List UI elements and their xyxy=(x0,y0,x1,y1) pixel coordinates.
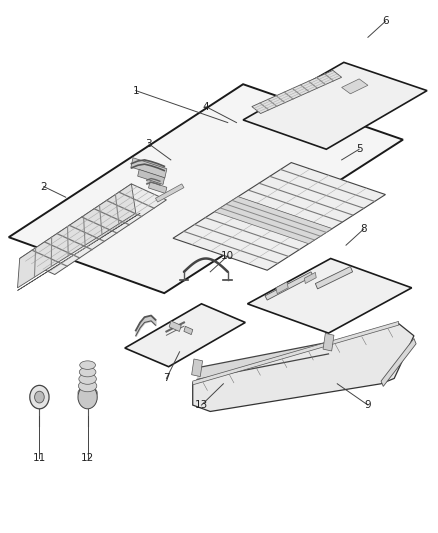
Polygon shape xyxy=(155,184,184,202)
Text: 8: 8 xyxy=(360,224,367,234)
Polygon shape xyxy=(193,321,399,385)
Text: 7: 7 xyxy=(163,374,170,383)
Polygon shape xyxy=(125,304,245,367)
Text: 4: 4 xyxy=(202,102,209,111)
Polygon shape xyxy=(323,333,334,351)
Text: 10: 10 xyxy=(221,251,234,261)
Circle shape xyxy=(78,385,97,409)
Polygon shape xyxy=(169,321,181,332)
Text: 11: 11 xyxy=(33,454,46,463)
Polygon shape xyxy=(18,184,136,288)
Polygon shape xyxy=(247,259,412,333)
Text: 5: 5 xyxy=(356,144,363,154)
Ellipse shape xyxy=(79,374,96,384)
Text: 13: 13 xyxy=(195,400,208,410)
Polygon shape xyxy=(148,182,167,193)
Text: 12: 12 xyxy=(81,454,94,463)
Text: 9: 9 xyxy=(364,400,371,410)
Polygon shape xyxy=(265,272,313,300)
Polygon shape xyxy=(193,324,414,411)
Polygon shape xyxy=(342,79,368,94)
Polygon shape xyxy=(215,197,332,244)
Polygon shape xyxy=(20,184,166,274)
Circle shape xyxy=(30,385,49,409)
Text: 6: 6 xyxy=(382,17,389,26)
Ellipse shape xyxy=(79,367,96,377)
Polygon shape xyxy=(138,169,165,184)
Ellipse shape xyxy=(80,361,95,369)
Circle shape xyxy=(35,391,44,403)
Polygon shape xyxy=(381,338,416,386)
Ellipse shape xyxy=(78,380,97,392)
Ellipse shape xyxy=(78,386,97,399)
Polygon shape xyxy=(18,213,140,290)
Polygon shape xyxy=(173,163,385,270)
Polygon shape xyxy=(252,70,342,114)
Polygon shape xyxy=(276,282,288,294)
Text: 2: 2 xyxy=(40,182,47,191)
Polygon shape xyxy=(184,326,193,335)
Text: 1: 1 xyxy=(132,86,139,95)
Text: 3: 3 xyxy=(145,139,152,149)
Polygon shape xyxy=(243,62,427,149)
Polygon shape xyxy=(131,158,167,178)
Polygon shape xyxy=(304,272,316,284)
Polygon shape xyxy=(9,84,403,293)
Polygon shape xyxy=(192,359,202,377)
Polygon shape xyxy=(315,266,353,289)
